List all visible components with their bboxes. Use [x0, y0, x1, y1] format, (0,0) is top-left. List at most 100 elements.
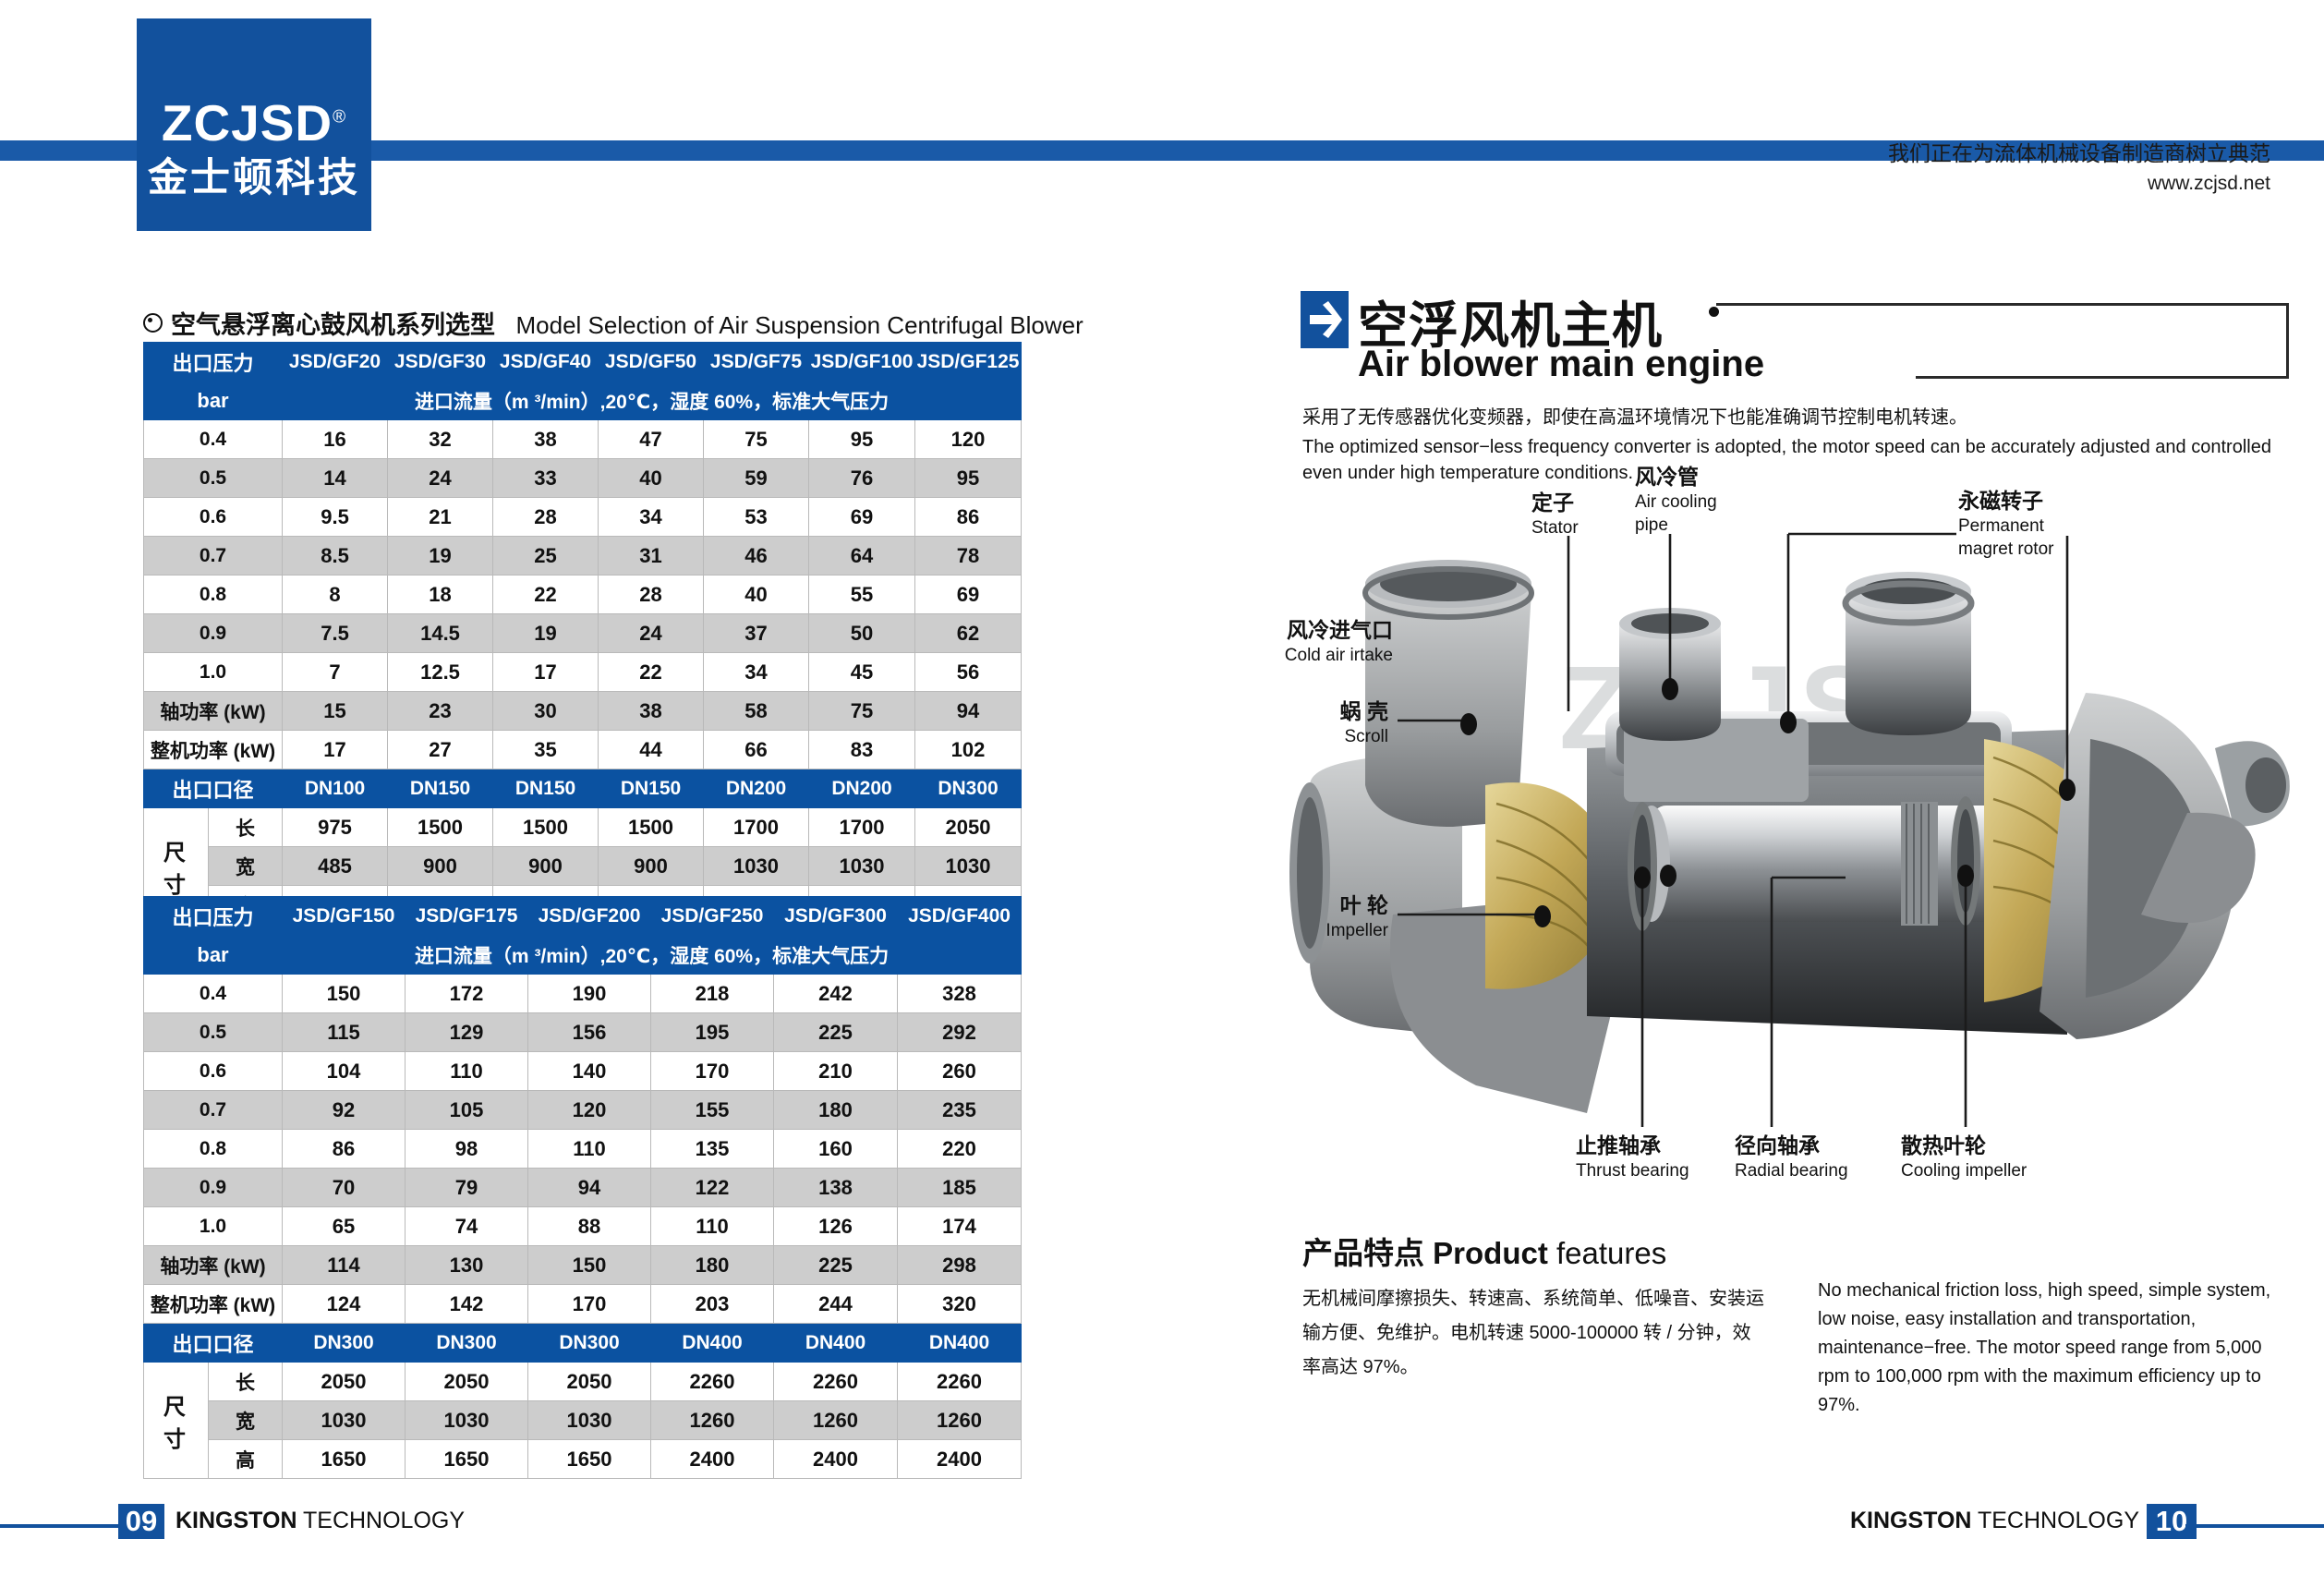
- company-logo: ZCJSD® 金士顿科技: [137, 18, 371, 231]
- table-row: 1.0 65 74 88 110 126 174: [142, 1206, 1023, 1246]
- table-cell: 156: [527, 1012, 652, 1052]
- model-header: JSD/GF175: [405, 896, 529, 936]
- table-cell: 9.5: [282, 497, 389, 537]
- table-cell: 64: [808, 536, 916, 575]
- table-cell: 34: [703, 652, 810, 692]
- table-row: 1.0 7 12.5 17 22 34 45 56: [142, 652, 1023, 692]
- row-label: 0.7: [142, 1090, 284, 1130]
- table-cell: 16: [282, 419, 389, 459]
- model-header: JSD/GF40: [492, 342, 599, 382]
- table-cell: 24: [387, 458, 494, 498]
- footer-brand-right-rest: TECHNOLOGY: [1971, 1508, 2139, 1533]
- table-cell: 45: [808, 652, 916, 692]
- header-rule: [0, 140, 2324, 161]
- outlet-diameter-row: 出口口径 DN100 DN150 DN150 DN150 DN200 DN200 DN300: [142, 769, 1023, 808]
- table-cell: 18: [387, 575, 494, 614]
- outlet-cell: DN200: [808, 769, 916, 808]
- table-cell: 86: [914, 497, 1023, 537]
- unit-label: bar: [142, 935, 284, 975]
- table-cell: 225: [773, 1012, 899, 1052]
- table-cell: 56: [914, 652, 1023, 692]
- row-label: 0.7: [142, 536, 284, 575]
- title-bracket-decoration: [1716, 303, 2289, 379]
- table-cell: 27: [387, 730, 494, 769]
- dimension-cell: 1260: [897, 1400, 1023, 1440]
- outlet-cell: DN400: [773, 1323, 899, 1363]
- outlet-cell: DN300: [405, 1323, 529, 1363]
- outlet-cell: DN150: [598, 769, 705, 808]
- table-cell: 218: [650, 974, 775, 1013]
- row-label: 0.9: [142, 613, 284, 653]
- table-unit-row: bar 进口流量（m ³/min）,20℃，湿度 60%，标准大气压力: [142, 935, 1023, 975]
- table-cell: 150: [282, 974, 406, 1013]
- dimension-cell: 900: [387, 846, 494, 886]
- dimension-cell: 1500: [492, 807, 599, 847]
- model-header: JSD/GF100: [808, 342, 916, 382]
- dimension-cell: 1700: [808, 807, 916, 847]
- outlet-header: 出口口径: [142, 769, 284, 808]
- dimension-cell: 1650: [405, 1439, 529, 1479]
- model-header: JSD/GF150: [282, 896, 406, 936]
- section-title-cn: 空气悬浮离心鼓风机系列选型: [171, 311, 495, 339]
- table-cell: 190: [527, 974, 652, 1013]
- table-cell: 129: [405, 1012, 529, 1052]
- row-label: 整机功率 (kW): [142, 1284, 284, 1324]
- table-cell: 59: [703, 458, 810, 498]
- table-cell: 120: [527, 1090, 652, 1130]
- dimension-cell: 1260: [773, 1400, 899, 1440]
- footer-brand-left-bold: KINGSTON: [176, 1508, 297, 1533]
- table-cell: 40: [598, 458, 705, 498]
- dimension-row: 高 1650 1650 1650 2400 2400 2400: [144, 1439, 1023, 1479]
- page-number-right: 10: [2147, 1504, 2197, 1539]
- outlet-cell: DN150: [492, 769, 599, 808]
- table-cell: 135: [650, 1129, 775, 1169]
- table-cell: 74: [405, 1206, 529, 1246]
- outlet-header: 出口口径: [142, 1323, 284, 1363]
- table-cell: 105: [405, 1090, 529, 1130]
- table-row: 轴功率 (kW) 114 130 150 180 225 298: [142, 1245, 1023, 1285]
- table-cell: 12.5: [387, 652, 494, 692]
- outlet-diameter-row: 出口口径 DN300 DN300 DN300 DN400 DN400 DN400: [142, 1323, 1023, 1363]
- header-website-url[interactable]: www.zcjsd.net: [2147, 173, 2270, 194]
- table-cell: 32: [387, 419, 494, 459]
- table-cell: 86: [282, 1129, 406, 1169]
- row-label: 0.8: [142, 575, 284, 614]
- table-cell: 8: [282, 575, 389, 614]
- flow-note: 进口流量（m ³/min）,20℃，湿度 60%，标准大气压力: [282, 935, 1023, 975]
- blower-cutaway-diagram: ZCJSD ZCJSD: [1254, 465, 2307, 1182]
- table-row: 0.7 8.5 19 25 31 46 64 78: [142, 536, 1023, 575]
- title-connector-dot-icon: [1709, 307, 1719, 317]
- table-cell: 58: [703, 691, 810, 731]
- table-cell: 38: [598, 691, 705, 731]
- table-cell: 30: [492, 691, 599, 731]
- row-label: 整机功率 (kW): [142, 730, 284, 769]
- right-page-description-cn: 采用了无传感器优化变频器，即使在高温环境情况下也能准确调节控制电机转速。: [1302, 407, 1967, 428]
- table-cell: 203: [650, 1284, 775, 1324]
- dimension-cell: 2050: [405, 1362, 529, 1401]
- dimension-sublabel: 高: [207, 1439, 284, 1479]
- page-footer: 09 KINGSTON TECHNOLOGY KINGSTON TECHNOLO…: [0, 1495, 2324, 1587]
- table-cell: 122: [650, 1168, 775, 1207]
- table-cell: 17: [282, 730, 389, 769]
- dimension-row: 宽 485 900 900 900 1030 1030 1030: [144, 846, 1023, 886]
- dimension-cell: 900: [598, 846, 705, 886]
- dimension-cell: 485: [282, 846, 389, 886]
- table-cell: 75: [808, 691, 916, 731]
- pressure-header: 出口压力: [142, 342, 284, 382]
- row-label: 轴功率 (kW): [142, 691, 284, 731]
- table-row: 0.5 14 24 33 40 59 76 95: [142, 458, 1023, 498]
- table-cell: 140: [527, 1051, 652, 1091]
- page-number-left: 09: [118, 1504, 164, 1539]
- arrow-right-icon: [1301, 291, 1349, 348]
- table-cell: 115: [282, 1012, 406, 1052]
- table-cell: 180: [650, 1245, 775, 1285]
- table-cell: 65: [282, 1206, 406, 1246]
- table-row: 0.9 70 79 94 122 138 185: [142, 1168, 1023, 1207]
- table-cell: 15: [282, 691, 389, 731]
- table-row: 0.6 104 110 140 170 210 260: [142, 1051, 1023, 1091]
- product-features-body-cn: 无机械间摩擦损失、转速高、系统简单、低噪音、安装运输方便、免维护。电机转速 50…: [1302, 1289, 1764, 1377]
- model-header: JSD/GF125: [914, 342, 1023, 382]
- outlet-cell: DN300: [282, 1323, 406, 1363]
- right-page-description-en: The optimized sensor−less frequency conv…: [1302, 437, 2271, 484]
- table-cell: 185: [897, 1168, 1023, 1207]
